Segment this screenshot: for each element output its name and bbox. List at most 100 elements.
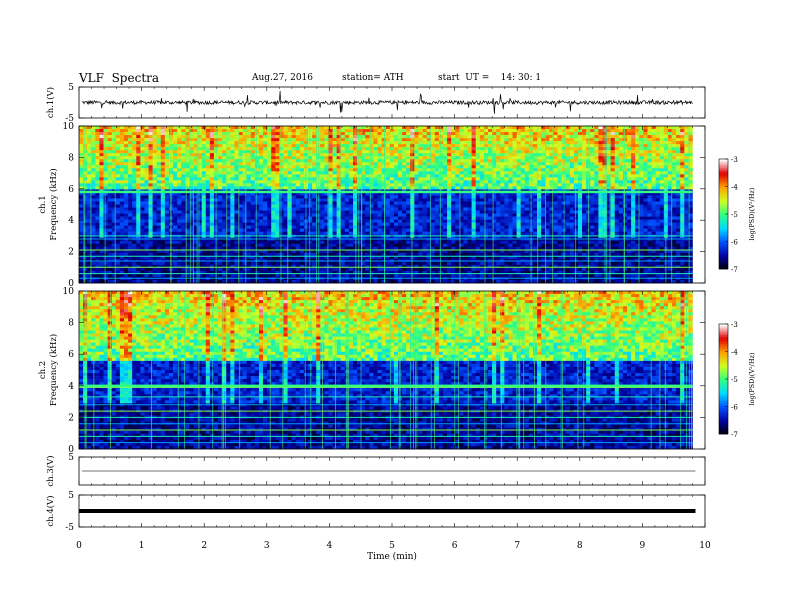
spectrogram-cell xyxy=(295,198,301,202)
spectrogram-cell xyxy=(123,186,129,190)
spectrogram-cell xyxy=(320,261,325,266)
spectrogram-cell xyxy=(340,186,346,190)
spectrogram-cell xyxy=(267,147,272,151)
spectrogram-cell xyxy=(438,171,444,175)
spectrogram-cell xyxy=(91,261,96,266)
spectrogram-cell xyxy=(438,174,444,178)
spectrogram-cell xyxy=(332,219,337,223)
spectrogram-cell xyxy=(283,207,288,211)
spectrogram-cell xyxy=(422,129,427,133)
spectrogram-cell xyxy=(299,207,305,211)
spectrogram-cell xyxy=(410,210,415,214)
spectrogram-cell xyxy=(189,228,194,232)
spectrogram-cell xyxy=(447,219,452,223)
spectrogram-cell xyxy=(254,141,260,145)
spectrogram-cell xyxy=(205,249,211,254)
spectrogram-cell xyxy=(164,219,170,223)
spectrogram-cell xyxy=(389,177,395,181)
spectrogram-cell xyxy=(418,183,423,187)
spectrogram-cell xyxy=(373,186,378,190)
spectrogram-cell xyxy=(336,273,342,278)
spectrogram-cell xyxy=(348,144,354,148)
spectrogram-cell xyxy=(222,141,227,145)
spectrogram-cell xyxy=(291,213,297,217)
spectrogram-cell xyxy=(230,240,235,245)
spectrogram-cell xyxy=(91,132,96,136)
spectrogram-cell xyxy=(254,249,260,254)
spectrogram-cell xyxy=(340,279,346,284)
spectrogram-cell xyxy=(128,171,133,175)
spectrogram-cell xyxy=(95,186,100,190)
spectrogram-cell xyxy=(336,156,342,160)
spectrogram-cell xyxy=(173,201,178,205)
spectrogram-cell xyxy=(434,228,440,232)
spectrogram-cell xyxy=(447,246,452,251)
spectrogram-cell xyxy=(111,240,117,245)
spectrogram-cell xyxy=(320,150,325,154)
spectrogram-cell xyxy=(181,222,186,226)
spectrogram-cell xyxy=(332,198,337,202)
spectrogram-cell xyxy=(295,219,301,223)
spectrogram-cell xyxy=(295,126,301,130)
spectrogram-cell xyxy=(438,243,444,248)
spectrogram-cell xyxy=(443,159,448,163)
spectrogram-cell xyxy=(234,207,239,211)
spectrogram-cell xyxy=(369,150,374,154)
spectrogram-cell xyxy=(201,216,207,220)
spectrogram-cell xyxy=(398,258,403,263)
spectrogram-cell xyxy=(218,255,223,260)
spectrogram-cell xyxy=(156,132,162,136)
spectrogram-cell xyxy=(434,192,440,196)
spectrogram-cell xyxy=(177,201,182,205)
spectrogram-cell xyxy=(119,216,125,220)
spectrogram-cell xyxy=(443,147,448,151)
spectrogram-cell xyxy=(283,255,288,260)
spectrogram-cell xyxy=(205,279,211,284)
spectrogram-cell xyxy=(152,258,158,263)
spectrogram-cell xyxy=(144,138,149,142)
spectrogram-cell xyxy=(422,261,427,266)
spectrogram-cell xyxy=(393,156,399,160)
spectrogram-cell xyxy=(377,204,382,208)
spectrogram-cell xyxy=(218,174,223,178)
spectrogram-cell xyxy=(299,150,305,154)
spectrogram-cell xyxy=(385,162,391,166)
spectrogram-cell xyxy=(443,168,448,172)
spectrogram-cell xyxy=(430,198,436,202)
spectrogram-cell xyxy=(381,249,387,254)
spectrogram-cell xyxy=(91,180,96,184)
spectrogram-cell xyxy=(87,270,92,275)
spectrogram-cell xyxy=(156,249,162,254)
spectrogram-cell xyxy=(242,156,247,160)
spectrogram-cell xyxy=(185,216,190,220)
spectrogram-cell xyxy=(234,204,239,208)
spectrogram-cell xyxy=(173,258,178,263)
spectrogram-cell xyxy=(193,207,198,211)
spectrogram-cell xyxy=(164,156,170,160)
spectrogram-cell xyxy=(263,192,268,196)
spectrogram-cell xyxy=(91,255,96,260)
spectrogram-cell xyxy=(107,222,113,226)
spectrogram-cell xyxy=(332,213,337,217)
spectrogram-cell xyxy=(361,231,366,235)
spectrogram-cell xyxy=(193,150,198,154)
spectrogram-cell xyxy=(136,201,141,205)
spectrogram-cell xyxy=(393,192,399,196)
spectrogram-cell xyxy=(238,177,243,181)
spectrogram-cell xyxy=(369,186,374,190)
spectrogram-cell xyxy=(144,162,149,166)
spectrogram-cell xyxy=(242,150,247,154)
spectrogram-cell xyxy=(197,174,202,178)
spectrogram-cell xyxy=(340,231,346,235)
spectrogram-cell xyxy=(136,243,141,248)
spectrogram-cell xyxy=(132,138,137,142)
spectrogram-cell xyxy=(152,255,158,260)
spectrogram-cell xyxy=(455,150,460,154)
spectrogram-cell xyxy=(222,225,227,229)
spectrogram-cell xyxy=(99,192,104,196)
spectrogram-cell xyxy=(365,210,370,214)
spectrogram-cell xyxy=(254,159,260,163)
spectrogram-cell xyxy=(111,168,117,172)
spectrogram-cell xyxy=(234,150,239,154)
spectrogram-cell xyxy=(271,132,276,136)
